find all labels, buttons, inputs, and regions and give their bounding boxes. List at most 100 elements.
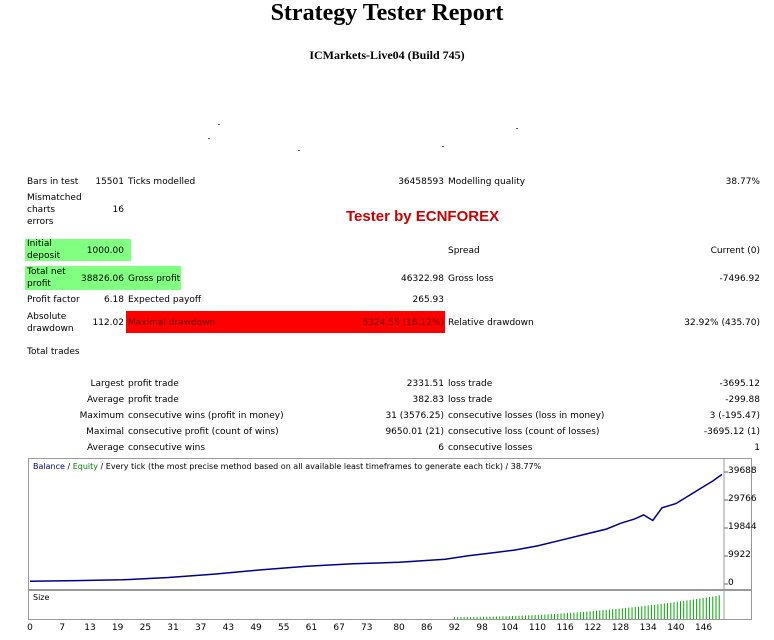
stray-dot [298, 150, 300, 151]
total-net-profit-label-2: profit [27, 279, 51, 289]
x-tick-label: 61 [305, 623, 318, 633]
maximal-loss-value: -3695.12 (1) [703, 427, 760, 437]
maximal-drawdown-highlight [126, 311, 445, 333]
x-tick-label: 134 [639, 623, 657, 633]
maximal-label: Maximal [86, 427, 124, 437]
largest-profit-label: profit trade [128, 379, 179, 389]
average-cons-losses-value: 1 [754, 443, 760, 453]
x-tick-label: 0 [27, 623, 33, 633]
average-label: Average [87, 395, 124, 405]
mismatched-label-2: charts [27, 205, 56, 215]
y-tick-label: 0 [728, 578, 734, 588]
maximum-label: Maximum [79, 411, 124, 421]
x-tick-label: 146 [694, 623, 713, 633]
x-tick-label: 98 [476, 623, 488, 633]
maximal-loss-label: consecutive loss (count of losses) [448, 427, 600, 437]
watermark-text: Tester by ECNFOREX [346, 208, 500, 225]
absolute-drawdown-value: 112.02 [92, 318, 125, 328]
profit-factor-label: Profit factor [27, 295, 80, 305]
average-loss-value: -299.88 [725, 395, 760, 405]
y-tick-label: 9922 [728, 550, 751, 560]
average-cons-wins-value: 6 [438, 443, 444, 453]
average-cons-losses-label: consecutive losses [448, 443, 533, 453]
maximum-losses-value: 3 (-195.47) [709, 411, 760, 421]
relative-drawdown-value: 32.92% (435.70) [684, 318, 760, 328]
x-tick-label: 31 [167, 623, 179, 633]
maximum-wins-label: consecutive wins (profit in money) [128, 411, 284, 421]
y-tick-label: 29766 [728, 494, 757, 504]
x-tick-label: 122 [584, 623, 602, 633]
modelling-quality-label: Modelling quality [448, 177, 526, 187]
size-frame [28, 590, 752, 620]
mismatched-label-1: Mismatched [27, 193, 82, 203]
average-profit-label: profit trade [128, 395, 179, 405]
maximal-drawdown-label: Maximal drawdown [128, 318, 216, 328]
chart-frame [28, 458, 752, 590]
x-tick-label: 67 [333, 623, 345, 633]
x-tick-label: 110 [528, 623, 547, 633]
stray-dot [208, 138, 210, 139]
initial-deposit-label-1: Initial [27, 239, 52, 249]
modelling-quality-value: 38.77% [725, 177, 760, 187]
total-trades-label: Total trades [27, 347, 80, 357]
x-tick-label: 49 [250, 623, 262, 633]
x-tick-label: 19 [111, 623, 124, 633]
chart-legend: Balance / Equity / Every tick (the most … [33, 461, 541, 472]
mismatched-label-3: errors [27, 217, 54, 227]
legend-rest: / Every tick (the most precise method ba… [97, 462, 542, 471]
x-tick-label: 128 [611, 623, 630, 633]
initial-deposit-label-2: deposit [27, 251, 61, 261]
x-tick-label: 25 [139, 623, 152, 633]
maximal-profit-label: consecutive profit (count of wins) [128, 427, 279, 437]
maximum-losses-label: consecutive losses (loss in money) [448, 411, 605, 421]
x-tick-label: 92 [448, 623, 461, 633]
spread-label: Spread [448, 246, 480, 256]
x-tick-label: 73 [361, 623, 373, 633]
report-title: Strategy Tester Report [270, 0, 504, 26]
x-tick-label: 80 [393, 623, 405, 633]
average-cons-label: Average [87, 443, 124, 453]
largest-profit-value: 2331.51 [406, 379, 444, 389]
x-tick-label: 43 [222, 623, 235, 633]
expected-payoff-value: 265.93 [412, 295, 445, 305]
initial-deposit-highlight [25, 239, 131, 261]
gross-profit-label: Gross profit [128, 274, 181, 284]
largest-loss-value: -3695.12 [719, 379, 760, 389]
mismatched-value: 16 [112, 205, 124, 215]
x-tick-label: 13 [84, 623, 96, 633]
absolute-drawdown-label-1: Absolute [27, 312, 67, 322]
stray-dot [218, 124, 220, 125]
server-build: ICMarkets-Live04 (Build 745) [309, 48, 465, 62]
size-label: Size [33, 593, 50, 602]
x-tick-label: 37 [194, 623, 207, 633]
stray-dot [516, 128, 518, 129]
average-profit-value: 382.83 [412, 395, 445, 405]
legend-sep: / [64, 462, 73, 471]
size-chart [28, 590, 752, 620]
ticks-modelled-label: Ticks modelled [128, 177, 196, 187]
gross-profit-value: 46322.98 [401, 274, 444, 284]
balance-line [29, 473, 723, 582]
spread-value: Current (0) [710, 246, 760, 256]
absolute-drawdown-label-2: drawdown [27, 324, 74, 334]
balance-chart [28, 458, 752, 590]
gross-loss-value: -7496.92 [719, 274, 760, 284]
bars-in-test-value: 15501 [95, 177, 124, 187]
y-tick-label: 39688 [728, 466, 757, 476]
relative-drawdown-label: Relative drawdown [448, 318, 534, 328]
stray-dot [442, 146, 444, 147]
maximum-wins-value: 31 (3576.25) [385, 411, 444, 421]
total-net-profit-value: 38826.06 [81, 274, 124, 284]
gross-loss-label: Gross loss [448, 274, 494, 284]
largest-label: Largest [90, 379, 124, 389]
maximal-drawdown-value: 5324.55 (18.12%) [362, 318, 444, 328]
x-tick-label: 140 [667, 623, 685, 633]
net-profit-highlight [25, 266, 181, 290]
ticks-modelled-value: 36458593 [398, 177, 444, 187]
x-tick-label: 86 [421, 623, 433, 633]
legend-equity: Equity [72, 462, 98, 471]
legend-balance: Balance [33, 462, 65, 471]
expected-payoff-label: Expected payoff [128, 295, 202, 305]
y-tick-label: 19844 [728, 522, 757, 532]
initial-deposit-value: 1000.00 [86, 246, 124, 256]
